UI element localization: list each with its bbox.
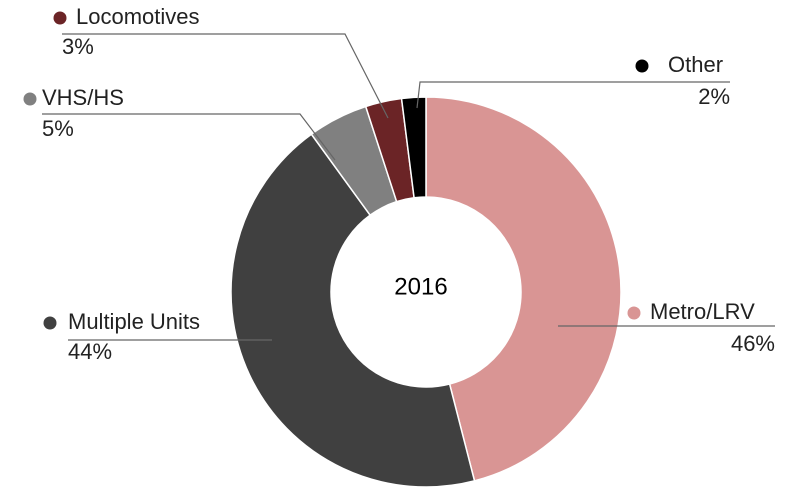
category-label: Other: [668, 52, 723, 77]
value-label: 46%: [731, 331, 775, 356]
value-label: 3%: [62, 34, 94, 59]
legend-dot: [635, 59, 649, 73]
value-label: 2%: [698, 84, 730, 109]
legend-dot: [43, 316, 57, 330]
donut-segment: [400, 96, 427, 199]
leader-line: [42, 113, 336, 161]
leader-line: [62, 33, 389, 119]
donut-segment: [425, 96, 622, 482]
center-label: 2016: [394, 273, 447, 300]
leader-line: [416, 81, 730, 109]
category-label: Locomotives: [76, 4, 200, 29]
legend-dot: [53, 11, 67, 25]
category-label: Metro/LRV: [650, 299, 755, 324]
category-label: VHS/HS: [42, 85, 124, 110]
legend-dot: [627, 306, 641, 320]
value-label: 44%: [68, 339, 112, 364]
value-label: 5%: [42, 116, 74, 141]
donut-segment: [230, 133, 476, 488]
category-label: Multiple Units: [68, 309, 200, 334]
legend-dot: [23, 92, 37, 106]
